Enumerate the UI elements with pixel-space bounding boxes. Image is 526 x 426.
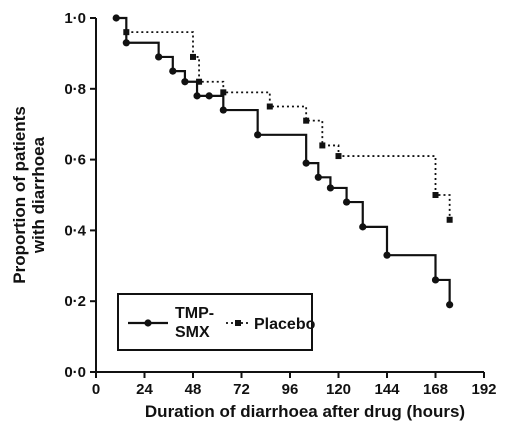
x-tick-label: 48 <box>185 381 202 398</box>
data-point <box>319 142 326 149</box>
legend: TMP- SMX Placebo <box>117 293 316 351</box>
y-tick-label: 0·6 <box>64 152 86 169</box>
data-point <box>303 117 310 124</box>
data-point <box>335 153 342 160</box>
legend-marker-square <box>235 320 241 326</box>
data-point <box>220 89 227 96</box>
series-layer <box>112 14 454 309</box>
legend-label-placebo: Placebo <box>254 316 316 333</box>
data-point <box>122 39 130 47</box>
ticks: 0 24 48 72 96 120 144 168 192 0·0 0·2 0·4 0·6 0·8 1·0 <box>64 10 496 398</box>
series-line <box>126 31 451 220</box>
x-axis-title: Duration of diarrhoea after drug (hours) <box>145 402 465 421</box>
data-point <box>196 78 203 85</box>
data-point <box>432 192 439 198</box>
data-point <box>193 92 201 100</box>
y-axis-title-line2: with diarrhoea <box>29 136 48 254</box>
x-tick-label: 0 <box>92 381 100 398</box>
x-tick-label: 144 <box>374 381 400 398</box>
data-point <box>431 276 440 284</box>
legend-marker-circle <box>144 319 152 327</box>
x-tick-label: 96 <box>282 381 299 398</box>
legend-label-tmp-smx-line2: SMX <box>175 324 210 341</box>
series-line <box>116 16 451 305</box>
data-point <box>359 223 367 231</box>
data-point <box>181 78 189 86</box>
x-tick-label: 192 <box>471 381 496 398</box>
data-point <box>446 301 454 309</box>
data-point <box>446 216 453 223</box>
x-tick-label: 120 <box>326 381 351 398</box>
y-tick-label: 0·2 <box>64 293 86 310</box>
data-point <box>112 14 120 22</box>
data-point <box>314 173 322 181</box>
x-tick-label: 24 <box>136 381 153 398</box>
series-solid <box>112 14 454 309</box>
data-point <box>123 29 130 36</box>
data-point <box>326 184 335 192</box>
x-tick-label: 72 <box>233 381 250 398</box>
data-point <box>254 131 262 139</box>
y-tick-label: 0·8 <box>64 81 86 98</box>
data-point <box>205 92 213 100</box>
data-point <box>169 67 177 75</box>
data-point <box>219 106 227 114</box>
data-point <box>383 251 391 259</box>
data-point <box>190 53 196 60</box>
legend-label-tmp-smx-line1: TMP- <box>175 305 214 322</box>
y-tick-label: 1·0 <box>64 10 86 27</box>
x-tick-label: 168 <box>423 381 448 398</box>
y-axis-title-line1: Proportion of patients <box>10 106 29 284</box>
y-tick-label: 0·4 <box>64 222 86 239</box>
data-point <box>342 198 351 206</box>
data-point <box>302 159 310 167</box>
y-tick-label: 0·0 <box>64 364 86 381</box>
data-point <box>155 53 163 61</box>
series-dotted <box>123 29 453 223</box>
axis-titles: Duration of diarrhoea after drug (hours)… <box>10 106 465 421</box>
data-point <box>266 103 273 110</box>
